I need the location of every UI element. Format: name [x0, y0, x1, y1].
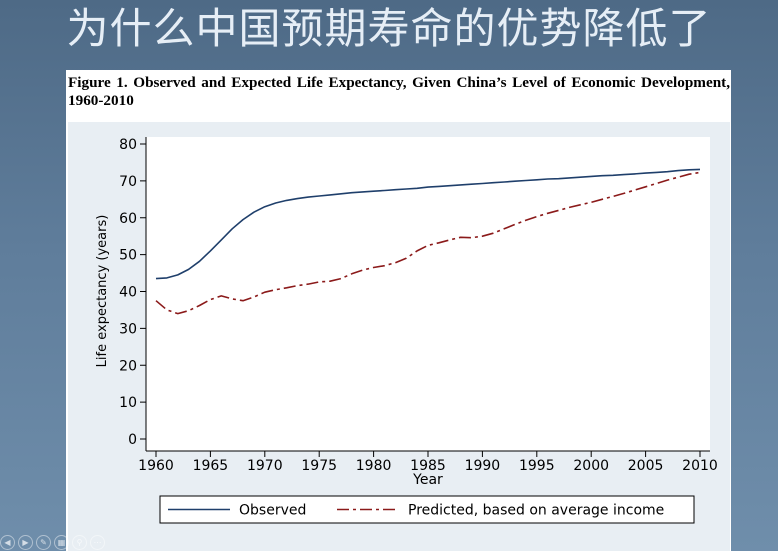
y-tick-label: 50 [119, 248, 137, 264]
x-tick-label: 1975 [301, 458, 337, 474]
y-tick-label: 10 [119, 395, 137, 411]
slide-title: 为什么中国预期寿命的优势降低了 [66, 4, 712, 53]
figure-caption: Figure 1. Observed and Expected Life Exp… [68, 74, 730, 109]
zoom-icon[interactable]: ⚲ [72, 535, 87, 550]
x-tick-label: 2000 [573, 458, 609, 474]
y-tick-label: 80 [119, 137, 137, 153]
series-line-predicted [155, 171, 701, 315]
more-icon[interactable]: ⋯ [90, 535, 105, 550]
x-tick-label: 2010 [682, 458, 718, 474]
legend-box [159, 495, 695, 524]
y-tick-label: 20 [119, 358, 137, 374]
x-tick-label: 1995 [519, 458, 555, 474]
plot-area [146, 137, 710, 451]
x-tick-label: 1965 [193, 458, 229, 474]
x-tick-label: 1985 [410, 458, 446, 474]
y-tick-label: 40 [119, 285, 137, 301]
x-tick-label: 2005 [628, 458, 664, 474]
legend: Observed Predicted, based on average inc… [159, 495, 695, 524]
y-tick-label: 60 [119, 211, 137, 227]
legend-observed-label: Observed [239, 503, 306, 519]
y-tick-label: 70 [119, 174, 137, 190]
pen-icon[interactable]: ✎ [36, 535, 51, 550]
y-tick-label: 30 [119, 321, 137, 337]
y-tick-label: 0 [128, 432, 137, 448]
y-axis-label: Life expectancy (years) [95, 215, 110, 368]
next-icon[interactable]: ▶ [18, 535, 33, 550]
x-tick-label: 1960 [138, 458, 174, 474]
prev-icon[interactable]: ◀ [0, 535, 15, 550]
axes: 0 10 20 30 40 50 60 70 80 1960 1965 1970 1975 1980 198… [119, 137, 718, 474]
slideshow-toolbar: ◀ ▶ ✎ ▦ ⚲ ⋯ [0, 535, 105, 551]
x-tick-label: 1980 [356, 458, 392, 474]
x-tick-label: 1970 [247, 458, 283, 474]
x-axis-label: Year [412, 472, 443, 488]
series-line-observed [155, 168, 701, 280]
series-lines [155, 168, 701, 315]
slides-icon[interactable]: ▦ [54, 535, 69, 550]
x-tick-label: 1990 [465, 458, 501, 474]
legend-predicted-label: Predicted, based on average income [408, 503, 664, 519]
